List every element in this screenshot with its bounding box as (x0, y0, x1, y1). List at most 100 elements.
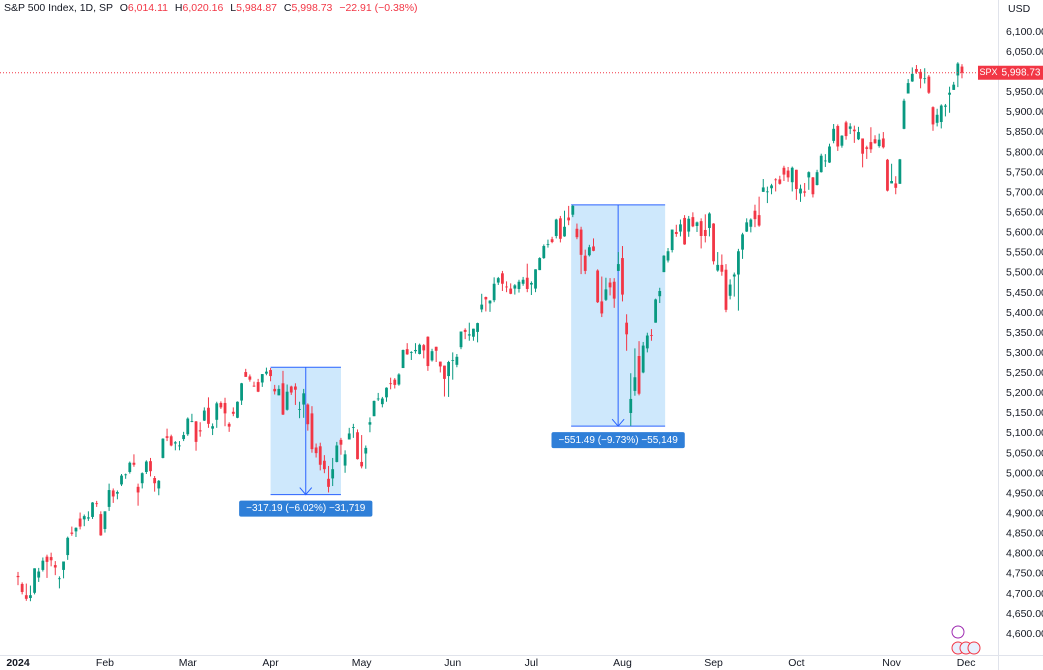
candle-body (236, 401, 239, 418)
y-tick-label: 5,400.00 (1006, 307, 1043, 319)
candle-body (62, 561, 65, 570)
x-tick-label: Dec (957, 657, 976, 669)
ohlc-value: 6,014.11 (127, 2, 168, 14)
candle-body (107, 490, 111, 507)
candle-body (82, 516, 86, 520)
candle-body (679, 224, 682, 232)
ohlc-key: L (230, 2, 237, 14)
candle-body (703, 229, 707, 236)
candle-body (409, 351, 413, 353)
candle-body (339, 439, 343, 445)
candle-body (592, 246, 595, 251)
candle-body (140, 473, 144, 484)
candle-body (952, 84, 956, 90)
candle-body (650, 335, 653, 336)
x-tick-label: Sep (704, 657, 723, 669)
candle-body (41, 560, 45, 570)
candle-body (285, 391, 289, 410)
candle-body (869, 142, 873, 150)
y-tick-label: 6,100.00 (1006, 26, 1043, 38)
candle-body (207, 407, 210, 424)
measure-label: −317.19 (−6.02%) −31,719 (239, 500, 373, 517)
candle-body (227, 423, 231, 427)
candle-body (231, 411, 235, 414)
candle-body (956, 63, 960, 76)
candle-body (157, 480, 161, 489)
candle-body (124, 474, 128, 476)
candle-body (327, 478, 330, 487)
y-tick-label: 4,900.00 (1006, 508, 1043, 520)
change: −22.91 (−0.38%) (339, 2, 418, 14)
candle-body (902, 100, 906, 129)
y-tick-label: 4,600.00 (1006, 628, 1043, 640)
candle-body (265, 371, 268, 374)
candle-body (492, 283, 496, 301)
candle-body (451, 360, 455, 361)
candle-body (443, 365, 446, 379)
candle-body (74, 527, 78, 532)
ohlc-key: H (174, 2, 183, 14)
candle-body (202, 410, 206, 421)
candle-body (944, 105, 947, 107)
candle-body (525, 277, 529, 289)
candle-body (745, 222, 749, 232)
candle-body (173, 442, 177, 444)
measure-label-bg (551, 432, 685, 449)
candle-body (513, 285, 517, 289)
y-tick-label: 4,800.00 (1006, 548, 1043, 560)
candle-body (182, 435, 186, 440)
candle-body (538, 258, 542, 271)
x-tick-label: Nov (882, 657, 901, 669)
candle-body (803, 191, 807, 193)
candle-body (281, 383, 285, 415)
candle-body (132, 462, 136, 465)
candle-body (596, 270, 600, 303)
candle-body (215, 403, 219, 420)
candle-body (447, 362, 450, 377)
candle-body (687, 218, 691, 232)
candle-body (368, 422, 372, 425)
candle-body (331, 469, 335, 479)
candle-body (654, 299, 658, 323)
candle-body (691, 217, 695, 227)
candle-body (811, 177, 815, 195)
candle-body (99, 514, 103, 536)
candle-body (749, 219, 753, 227)
candle-body (761, 187, 765, 192)
candle-body (819, 155, 823, 173)
candle-body (178, 445, 181, 447)
candle-body (405, 349, 409, 355)
candle-body (629, 398, 633, 413)
candle-body (136, 486, 140, 493)
x-tick-label: Jun (444, 657, 461, 669)
candle-body (877, 139, 881, 147)
candle-body (683, 217, 686, 245)
candle-body (571, 205, 575, 215)
candle-body (529, 282, 533, 285)
candle-body (774, 179, 778, 181)
candle-body (240, 383, 243, 401)
candle-body (699, 221, 703, 236)
y-tick-label: 5,100.00 (1006, 427, 1043, 439)
ohlc-key: O (119, 2, 128, 14)
candle-body (716, 264, 720, 271)
candle-body (463, 329, 467, 332)
candle-body (397, 374, 401, 385)
candle-body (600, 301, 604, 314)
candle-body (194, 421, 198, 442)
candle-body (244, 372, 248, 377)
candle-body (476, 323, 479, 332)
candle-body (294, 386, 297, 390)
candle-body (430, 351, 434, 361)
y-tick-label: 5,750.00 (1006, 166, 1043, 178)
candle-body (881, 138, 885, 148)
x-tick-label: May (352, 657, 373, 669)
candle-body (546, 244, 550, 245)
y-tick-label: 4,950.00 (1006, 487, 1043, 499)
candle-body (782, 167, 786, 175)
candle-body (488, 300, 492, 304)
candle-body (637, 355, 641, 394)
candle-body (505, 286, 508, 288)
candle-body (351, 427, 355, 428)
candle-body (86, 517, 90, 519)
